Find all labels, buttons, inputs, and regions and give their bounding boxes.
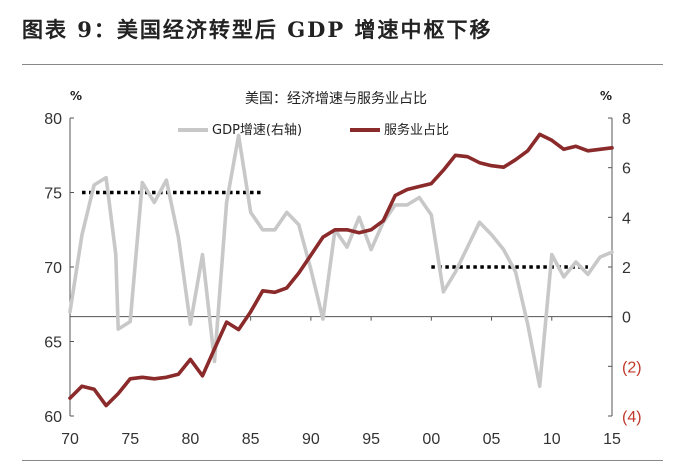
title-divider — [22, 64, 663, 65]
right-y-tick-label: 0 — [622, 310, 631, 327]
series-lines — [68, 132, 614, 408]
x-tick-label: 00 — [422, 431, 440, 448]
legend: GDP增速(右轴) 服务业占比 — [178, 122, 449, 138]
axes — [69, 117, 613, 417]
x-tick-label: 95 — [362, 431, 380, 448]
x-tick-label: 05 — [483, 431, 501, 448]
figure-title: 图表 9：美国经济转型后 GDP 增速中枢下移 — [22, 17, 493, 42]
x-tick-label: 70 — [61, 431, 79, 448]
right-axis-unit: % — [600, 89, 612, 103]
right-y-tick-label: 4 — [622, 210, 631, 227]
series-line-services-share — [68, 132, 614, 408]
left-y-tick-label: 75 — [44, 186, 62, 203]
x-tick-label: 90 — [302, 431, 320, 448]
right-y-tick-label: (2) — [622, 359, 642, 376]
series-line-gdp-growth — [68, 133, 614, 389]
right-y-tick-label: 2 — [622, 260, 631, 277]
reference-lines — [82, 190, 588, 269]
left-y-tick-label: 60 — [44, 409, 62, 426]
right-y-tick-label: (4) — [622, 409, 642, 426]
x-tick-label: 75 — [121, 431, 139, 448]
right-y-tick-label: 8 — [622, 111, 631, 128]
left-y-tick-label: 80 — [44, 111, 62, 128]
x-tick-label: 15 — [603, 431, 621, 448]
right-y-tick-label: 6 — [622, 161, 631, 178]
left-y-tick-label: 65 — [44, 335, 62, 352]
left-y-tick-label: 70 — [44, 260, 62, 277]
x-tick-label: 85 — [242, 431, 260, 448]
legend-label-services: 服务业占比 — [384, 122, 449, 138]
x-tick-label: 10 — [543, 431, 561, 448]
x-tick-label: 80 — [182, 431, 200, 448]
chart-subtitle: 美国：经济增速与服务业占比 — [245, 91, 427, 107]
left-axis-unit: % — [70, 89, 82, 103]
tick-labels: 60 65 70 75 80 (4) (2) 0 2 4 6 8 70 75 80 85 90 95 00 05 10 1… — [44, 111, 641, 448]
legend-label-gdp: GDP增速(右轴) — [212, 123, 302, 138]
bottom-divider — [22, 460, 663, 461]
